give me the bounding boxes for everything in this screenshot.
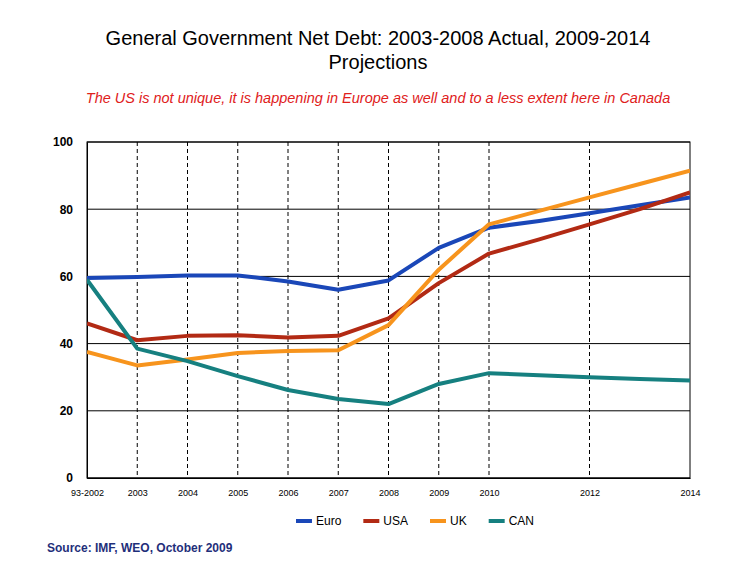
grid-line-y	[87, 343, 690, 344]
series-line	[87, 171, 690, 366]
y-tick-label: 60	[60, 270, 74, 284]
legend-swatch	[363, 519, 379, 523]
legend: Euro USA UK CAN	[296, 514, 534, 528]
grid-line-x	[438, 142, 439, 478]
legend-label: USA	[383, 514, 408, 528]
source: Source: IMF, WEO, October 2009	[47, 541, 233, 555]
y-axis-line	[87, 143, 88, 479]
chart: General Government Net Debt: 2003-2008 A…	[0, 0, 756, 576]
x-tick-label: 2009	[429, 488, 449, 498]
x-tick: 2007	[329, 478, 349, 498]
x-tick: 2004	[178, 478, 198, 498]
legend-swatch	[430, 519, 446, 523]
grid	[87, 142, 690, 478]
y-tick: 40	[60, 337, 87, 351]
legend-item: USA	[363, 514, 408, 528]
grid-line-x	[137, 142, 138, 478]
y-tick-label: 100	[53, 135, 73, 149]
grid-line-x	[237, 142, 238, 478]
grid-line-x	[589, 142, 590, 478]
x-tick: 93-2002	[71, 478, 104, 498]
y-tick: 60	[60, 270, 87, 284]
x-tick: 2012	[580, 478, 600, 498]
legend-item: UK	[430, 514, 467, 528]
x-axis-line	[88, 478, 691, 479]
legend-swatch	[489, 519, 505, 523]
x-tick-label: 2004	[178, 488, 198, 498]
legend-item: Euro	[296, 514, 342, 528]
grid-line-x	[489, 142, 490, 478]
legend-label: CAN	[509, 514, 534, 528]
legend-swatch	[296, 519, 312, 523]
x-axis: 93-2002 2003 2004 2005 2006 2007 2008 2009 2010 2…	[71, 478, 701, 498]
y-tick-label: 80	[60, 203, 74, 217]
x-tick: 2005	[228, 478, 248, 498]
x-tick-label: 2014	[680, 488, 700, 498]
title: General Government Net Debt: 2003-2008 A…	[106, 27, 651, 73]
x-tick: 2010	[479, 478, 499, 498]
y-tick: 0	[66, 471, 87, 485]
x-tick: 2003	[128, 478, 148, 498]
legend-label: Euro	[316, 514, 342, 528]
series-line	[87, 280, 690, 404]
grid-line-x	[288, 142, 289, 478]
subtitle: The US is not unique, it is happening in…	[86, 90, 670, 106]
grid-line-x	[187, 142, 188, 478]
x-tick-label: 2007	[329, 488, 349, 498]
x-tick-label: 2010	[479, 488, 499, 498]
x-tick: 2008	[379, 478, 399, 498]
series-line	[87, 197, 690, 289]
x-tick-label: 2012	[580, 488, 600, 498]
series-line	[87, 192, 690, 340]
grid-line-x	[338, 142, 339, 478]
x-tick: 2006	[278, 478, 298, 498]
x-tick-label: 2005	[228, 488, 248, 498]
grid-line-x	[388, 142, 389, 478]
x-tick: 2014	[680, 478, 700, 498]
x-tick: 2009	[429, 478, 449, 498]
x-tick-label: 2006	[278, 488, 298, 498]
y-tick-label: 20	[60, 404, 74, 418]
plot-frame	[87, 142, 690, 478]
y-tick: 20	[60, 404, 87, 418]
y-tick: 80	[60, 203, 87, 217]
y-tick-label: 40	[60, 337, 74, 351]
y-axis: 0 20 40 60 80 100	[53, 135, 88, 485]
x-tick-label: 2008	[379, 488, 399, 498]
x-tick-label: 93-2002	[71, 488, 104, 498]
series-lines	[87, 171, 690, 405]
legend-item: CAN	[489, 514, 534, 528]
legend-label: UK	[450, 514, 467, 528]
y-tick-label: 0	[66, 471, 73, 485]
y-tick: 100	[53, 135, 87, 149]
x-tick-label: 2003	[128, 488, 148, 498]
